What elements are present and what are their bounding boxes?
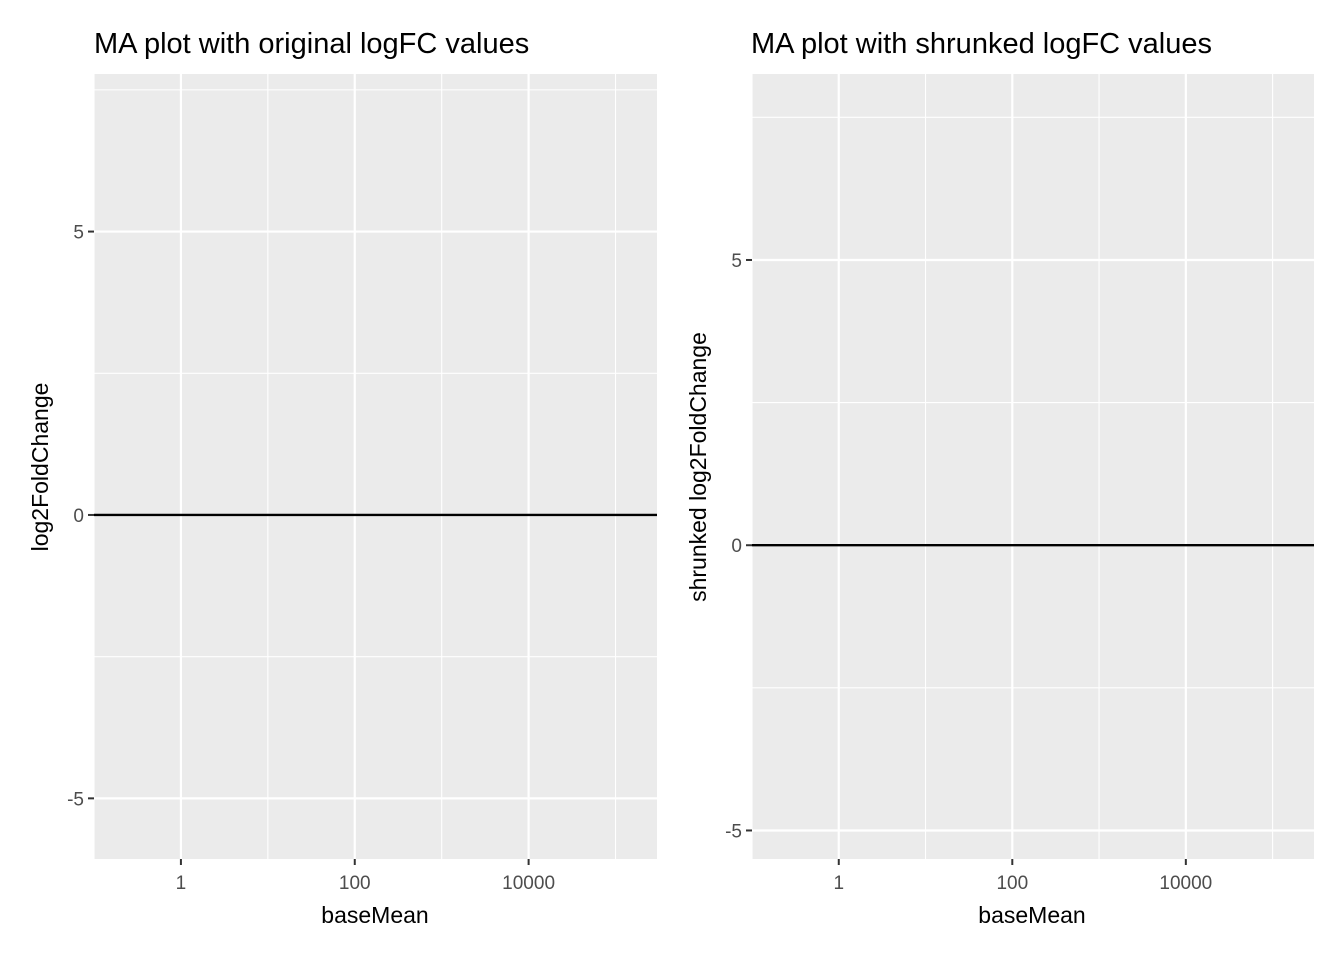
x-tick-label: 100	[996, 873, 1028, 894]
plot-background	[752, 74, 1314, 859]
x-tick-label: 100	[339, 873, 371, 894]
plot-background	[94, 74, 657, 859]
ma-plot-original-panel: -5 0 5 1 100 10000 MA plot with original logF…	[27, 28, 657, 928]
x-tick-label: 1	[176, 873, 187, 894]
y-tick-label: 0	[731, 536, 742, 557]
y-tick-label: 5	[73, 223, 84, 244]
ma-plot-shrunked-panel: -5 0 5 1 100 10000 MA plot with shrunked logF…	[685, 28, 1314, 928]
y-axis-title-shrunked: shrunked log2FoldChange	[685, 332, 711, 602]
y-tick-label: 0	[73, 506, 84, 527]
panel-title-shrunked: MA plot with shrunked logFC values	[751, 28, 1212, 60]
x-tick-label: 10000	[502, 873, 555, 894]
y-tick-label: -5	[67, 789, 84, 810]
x-tick-label: 1	[833, 873, 844, 894]
y-axis-title-original: log2FoldChange	[27, 383, 53, 552]
x-axis-title-shrunked: baseMean	[978, 902, 1085, 928]
y-tick-label: 5	[731, 251, 742, 272]
x-tick-label: 10000	[1159, 873, 1212, 894]
panel-title-original: MA plot with original logFC values	[94, 28, 529, 60]
x-axis-title-original: baseMean	[321, 902, 428, 928]
y-tick-label: -5	[725, 821, 742, 842]
